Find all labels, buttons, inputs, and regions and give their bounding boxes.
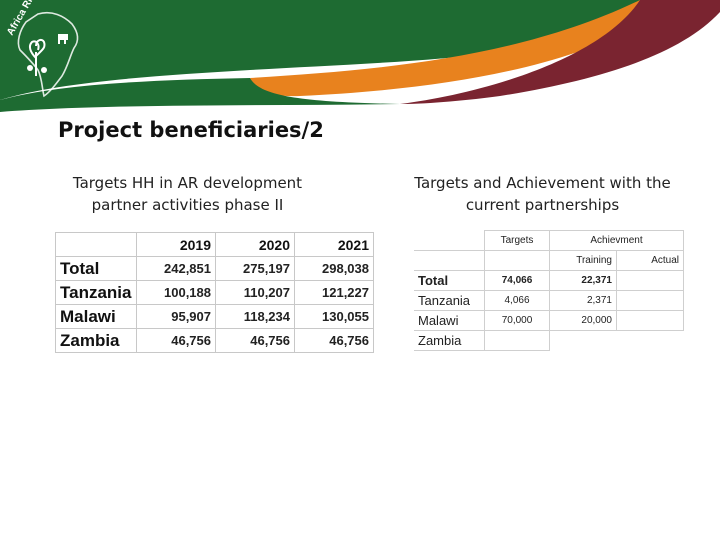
- targets-achievement-table: Targets Achievment Training Actual Total…: [414, 230, 684, 351]
- table-cell: [616, 290, 684, 311]
- table-cell: 20,000: [549, 310, 617, 331]
- column-header-targets: Targets: [484, 230, 550, 251]
- table-cell: 242,851: [136, 256, 216, 281]
- table-cell: 22,371: [549, 270, 617, 291]
- table-cell: 110,207: [215, 280, 295, 305]
- table-row: Tanzania 4,066 2,371: [414, 290, 684, 311]
- column-header-training: Training: [549, 250, 617, 271]
- table-cell: 275,197: [215, 256, 295, 281]
- row-label: Tanzania: [55, 280, 137, 305]
- table-cell: 4,066: [484, 290, 550, 311]
- table-cell: [617, 331, 684, 351]
- row-label: Total: [55, 256, 137, 281]
- banner-green-band: [0, 0, 720, 100]
- column-header-2021: 2021: [294, 232, 374, 257]
- table-header-row: 2019 2020 2021: [55, 232, 374, 257]
- row-label: Total: [414, 270, 485, 291]
- table-row: Tanzania 100,188 110,207 121,227: [55, 280, 374, 305]
- table-cell: [549, 330, 617, 351]
- row-label: Tanzania: [414, 290, 485, 311]
- left-table-caption: Targets HH in AR development partner act…: [72, 174, 303, 214]
- table-row: Total 242,851 275,197 298,038: [55, 256, 374, 281]
- banner-orange-swoosh: [250, 0, 680, 97]
- table-cell: 2,371: [549, 290, 617, 311]
- table-cell: [484, 330, 550, 351]
- table-cell: 121,227: [294, 280, 374, 305]
- table-cell: 298,038: [294, 256, 374, 281]
- table-cell: [616, 270, 684, 291]
- header-banner: Africa RISING: [0, 0, 720, 112]
- row-label: Zambia: [55, 328, 137, 353]
- tree-icon: [28, 38, 46, 76]
- table-cell: 46,756: [294, 328, 374, 353]
- table-cell: 70,000: [484, 310, 550, 331]
- table-cell: [616, 310, 684, 331]
- table-corner-cell: [414, 230, 485, 251]
- row-label: Zambia: [414, 330, 485, 351]
- column-header-actual: Actual: [616, 250, 684, 271]
- column-header-2020: 2020: [215, 232, 295, 257]
- table-blank-cell: [414, 250, 485, 271]
- cow-icon: [58, 34, 68, 44]
- table-cell: 95,907: [136, 304, 216, 329]
- column-header-achievement: Achievment: [549, 230, 684, 251]
- table-cell: 74,066: [484, 270, 550, 291]
- africa-outline-icon: [17, 11, 79, 98]
- targets-hh-table: 2019 2020 2021 Total 242,851 275,197 298…: [55, 232, 374, 353]
- table-row: Malawi 70,000 20,000: [414, 310, 684, 331]
- table-cell: 46,756: [136, 328, 216, 353]
- row-label: Malawi: [55, 304, 137, 329]
- table-cell: 46,756: [215, 328, 295, 353]
- africa-rising-logo: [17, 11, 79, 98]
- row-label: Malawi: [414, 310, 485, 331]
- table-cell: 130,055: [294, 304, 374, 329]
- table-cell: 118,234: [215, 304, 295, 329]
- slide-title: Project beneficiaries/2: [58, 118, 324, 142]
- banner-maroon-swoosh: [400, 0, 720, 104]
- table-cell: 100,188: [136, 280, 216, 305]
- column-header-2019: 2019: [136, 232, 216, 257]
- table-blank-cell: [484, 250, 550, 271]
- table-subheader-row: Training Actual: [414, 250, 684, 271]
- table-corner-cell: [55, 232, 137, 257]
- table-header-row: Targets Achievment: [414, 230, 684, 251]
- table-row: Total 74,066 22,371: [414, 270, 684, 291]
- right-table-caption: Targets and Achievement with the current…: [414, 174, 671, 214]
- banner-bottom-green: [0, 78, 400, 112]
- table-row: Zambia: [414, 330, 684, 351]
- table-row: Zambia 46,756 46,756 46,756: [55, 328, 374, 353]
- table-row: Malawi 95,907 118,234 130,055: [55, 304, 374, 329]
